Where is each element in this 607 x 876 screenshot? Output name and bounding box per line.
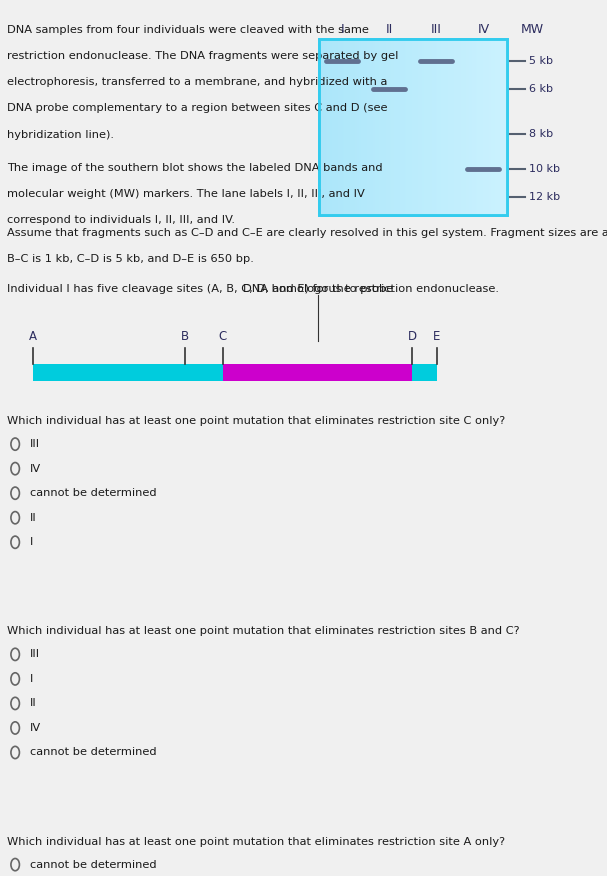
Text: I: I: [30, 674, 34, 684]
Text: II: II: [30, 512, 37, 523]
Text: Which individual has at least one point mutation that eliminates restriction sit: Which individual has at least one point …: [7, 626, 520, 636]
Text: DNA samples from four individuals were cleaved with the same: DNA samples from four individuals were c…: [7, 25, 369, 34]
Text: cannot be determined: cannot be determined: [30, 747, 157, 758]
Text: 5 kb: 5 kb: [529, 56, 553, 66]
Text: MW: MW: [521, 23, 544, 36]
Text: Which individual has at least one point mutation that eliminates restriction sit: Which individual has at least one point …: [7, 416, 506, 426]
Bar: [223, 364, 412, 381]
Text: B: B: [181, 329, 189, 343]
Text: hybridization line).: hybridization line).: [7, 130, 114, 139]
Text: II: II: [30, 698, 37, 709]
Text: 12 kb: 12 kb: [529, 192, 560, 202]
Text: cannot be determined: cannot be determined: [30, 859, 157, 870]
Text: III: III: [30, 439, 41, 449]
Text: The image of the southern blot shows the labeled DNA bands and: The image of the southern blot shows the…: [7, 163, 383, 173]
Text: cannot be determined: cannot be determined: [30, 488, 157, 498]
Text: IV: IV: [30, 463, 41, 474]
Text: C: C: [219, 329, 227, 343]
Text: A: A: [29, 329, 38, 343]
Bar: [319, 39, 507, 215]
Text: B–C is 1 kb, C–D is 5 kb, and D–E is 650 bp.: B–C is 1 kb, C–D is 5 kb, and D–E is 650…: [7, 254, 254, 264]
Text: restriction endonuclease. The DNA fragments were separated by gel: restriction endonuclease. The DNA fragme…: [7, 51, 399, 60]
Text: III: III: [431, 23, 442, 36]
Bar: [33, 364, 437, 381]
Text: DNA probe complementary to a region between sites C and D (see: DNA probe complementary to a region betw…: [7, 103, 388, 113]
Bar: [319, 39, 507, 215]
Text: Individual I has five cleavage sites (A, B, C, D, and E) for the restriction end: Individual I has five cleavage sites (A,…: [7, 284, 500, 293]
Text: I: I: [30, 537, 34, 548]
Text: correspond to individuals I, II, III, and IV.: correspond to individuals I, II, III, an…: [7, 215, 236, 225]
Text: IV: IV: [30, 723, 41, 733]
Text: molecular weight (MW) markers. The lane labels I, II, III, and IV: molecular weight (MW) markers. The lane …: [7, 189, 365, 199]
Text: I: I: [341, 23, 344, 36]
Text: D: D: [408, 329, 417, 343]
Text: Which individual has at least one point mutation that eliminates restriction sit: Which individual has at least one point …: [7, 837, 506, 846]
Text: DNA homologous to probe: DNA homologous to probe: [243, 285, 393, 294]
Text: electrophoresis, transferred to a membrane, and hybridized with a: electrophoresis, transferred to a membra…: [7, 77, 388, 87]
Text: III: III: [30, 649, 41, 660]
Text: E: E: [433, 329, 441, 343]
Text: II: II: [385, 23, 393, 36]
Text: 8 kb: 8 kb: [529, 129, 553, 139]
Text: 10 kb: 10 kb: [529, 164, 560, 173]
Text: IV: IV: [477, 23, 489, 36]
Text: 6 kb: 6 kb: [529, 84, 553, 95]
Text: Assume that fragments such as C–D and C–E are clearly resolved in this gel syste: Assume that fragments such as C–D and C–…: [7, 228, 607, 237]
